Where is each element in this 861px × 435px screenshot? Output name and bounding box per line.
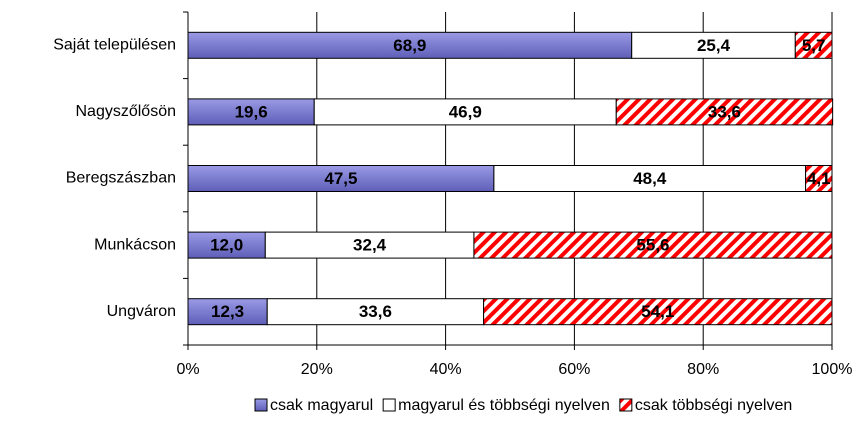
bar-segment xyxy=(187,231,266,259)
y-tick-label: Saját településen xyxy=(53,37,176,54)
bar-segment xyxy=(473,231,833,259)
bar-segment xyxy=(266,298,485,326)
y-tick-label: Munkácson xyxy=(94,236,176,253)
bar-segment xyxy=(187,31,633,59)
value-label: 68,9 xyxy=(393,36,426,55)
y-tick-label: Beregszászban xyxy=(66,170,176,187)
value-label: 55,6 xyxy=(636,236,669,255)
value-label: 19,6 xyxy=(235,102,268,121)
value-label: 12,3 xyxy=(211,302,244,321)
legend-label: magyarul és többségi nyelven xyxy=(398,397,610,414)
value-label: 46,9 xyxy=(449,102,482,121)
legend-swatch xyxy=(382,398,396,412)
bar-segment xyxy=(313,98,617,126)
legend-swatch xyxy=(619,398,633,412)
value-label: 33,6 xyxy=(708,102,741,121)
bar-segment xyxy=(631,31,796,59)
y-tick-label: Nagyszőlősön xyxy=(76,103,177,120)
value-label: 47,5 xyxy=(324,169,357,188)
x-tick-label: 0% xyxy=(176,361,199,378)
x-tick-label: 60% xyxy=(558,361,590,378)
bar-segment xyxy=(493,165,807,192)
bar-segment xyxy=(187,165,495,192)
legend-label: csak többségi nyelven xyxy=(635,397,792,414)
bar-segment xyxy=(615,98,834,126)
value-label: 54,1 xyxy=(641,302,674,321)
bar-segment xyxy=(794,31,833,59)
value-label: 12,0 xyxy=(210,236,243,255)
bar-segment xyxy=(187,98,315,126)
bar-segment xyxy=(805,165,833,192)
x-tick-label: 100% xyxy=(812,361,853,378)
bar-segment xyxy=(483,298,833,326)
value-label: 32,4 xyxy=(353,236,387,255)
legend-swatch xyxy=(254,398,268,412)
value-label: 33,6 xyxy=(359,302,392,321)
y-tick-label: Ungváron xyxy=(107,303,176,320)
value-label: 25,4 xyxy=(697,36,731,55)
x-tick-label: 80% xyxy=(687,361,719,378)
bar-segment xyxy=(264,231,475,259)
x-tick-label: 20% xyxy=(301,361,333,378)
legend-label: csak magyarul xyxy=(270,397,373,414)
value-label: 4,1 xyxy=(807,169,831,188)
value-label: 48,4 xyxy=(633,169,667,188)
x-tick-label: 40% xyxy=(430,361,462,378)
value-label: 5,7 xyxy=(802,36,826,55)
